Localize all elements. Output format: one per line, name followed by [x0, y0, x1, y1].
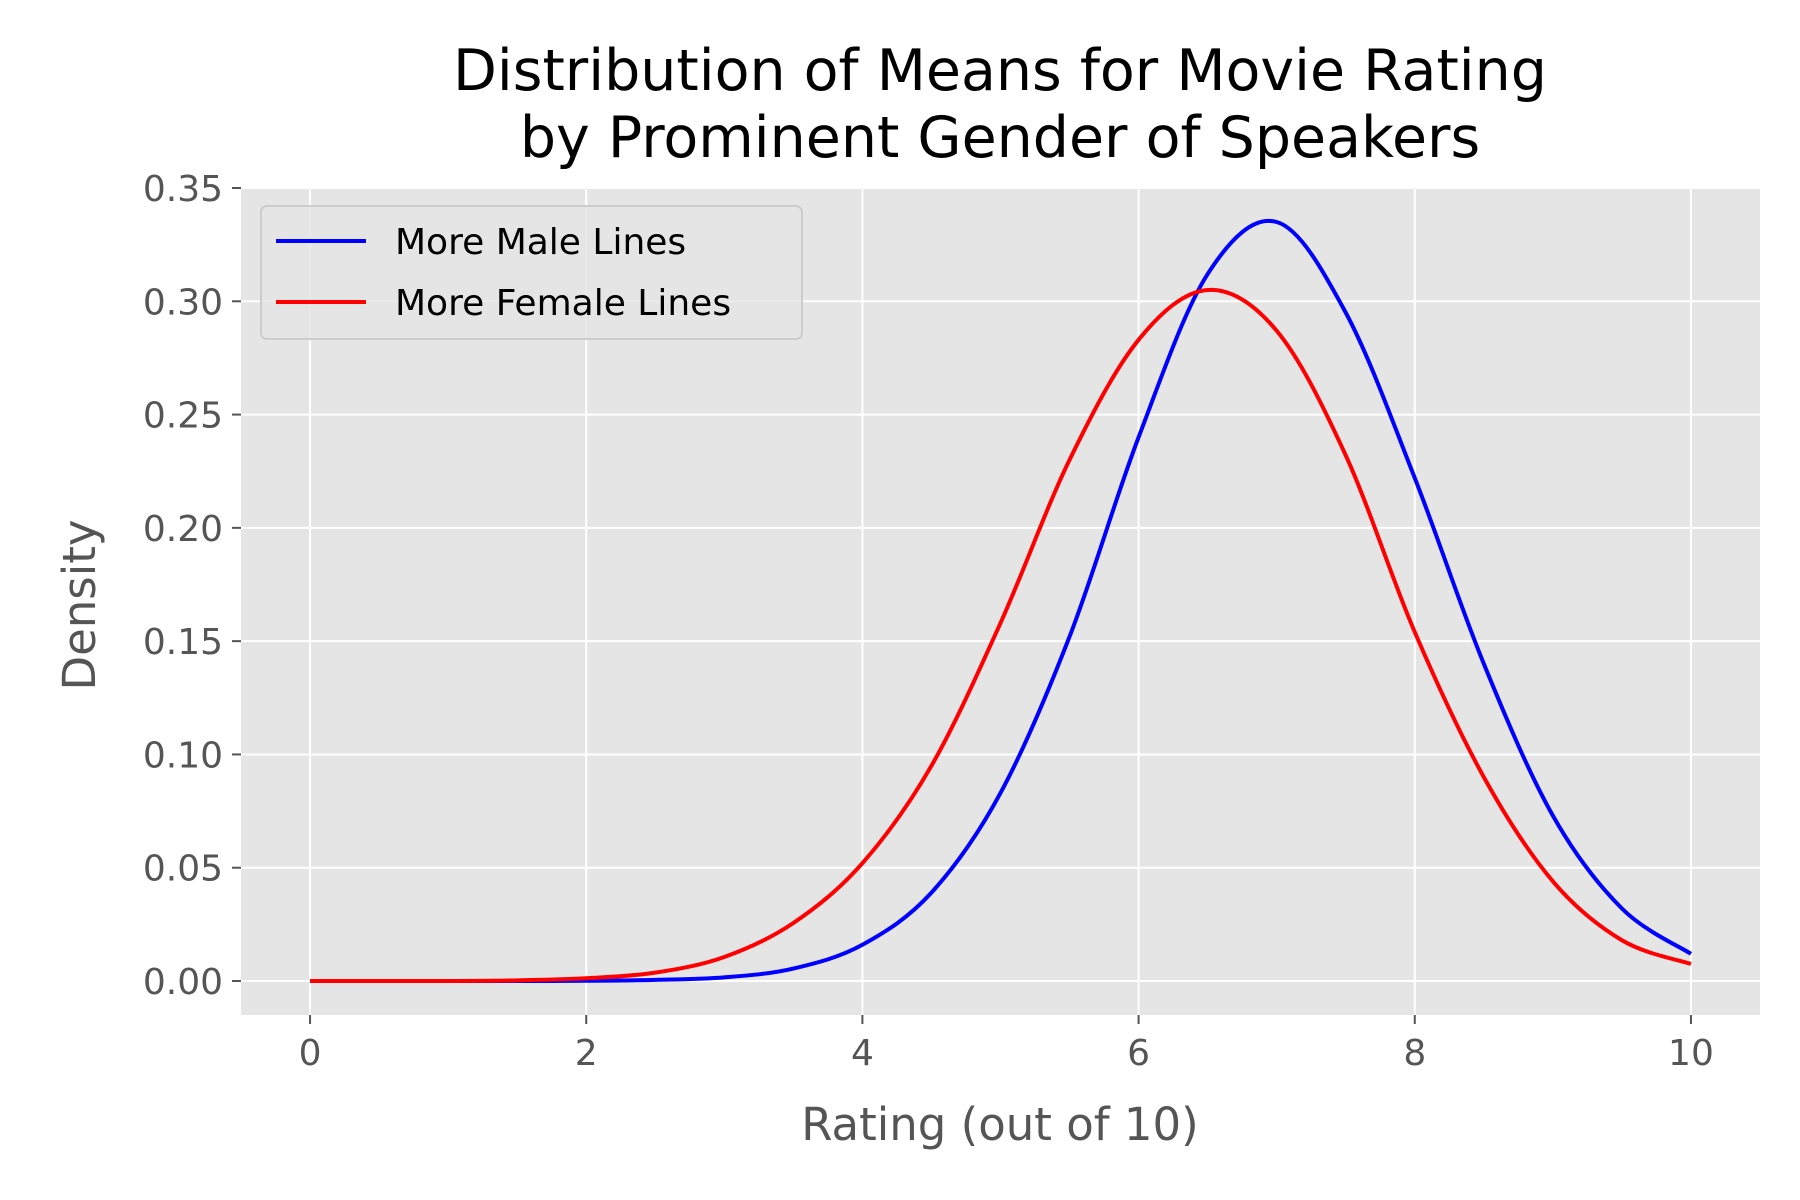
legend-box [260, 205, 803, 340]
chart-title-line-1: Distribution of Means for Movie Rating [453, 38, 1547, 104]
x-axis-label: Rating (out of 10) [801, 1098, 1198, 1151]
x-tick-label: 0 [299, 1033, 322, 1074]
x-tick-label: 8 [1403, 1033, 1426, 1074]
legend-entry-label: More Male Lines [395, 222, 686, 263]
x-tick-label: 6 [1127, 1033, 1150, 1074]
y-tick-label: 0.00 [143, 962, 223, 1003]
legend-entry-label: More Female Lines [395, 283, 731, 324]
x-tick-label: 4 [851, 1033, 874, 1074]
legend: More Male Lines More Female Lines [260, 205, 803, 340]
y-tick-label: 0.10 [143, 735, 223, 776]
chart-title-line-2: by Prominent Gender of Speakers [520, 105, 1480, 171]
y-axis-label: Density [53, 519, 106, 690]
y-tick-label: 0.30 [143, 282, 223, 323]
series-line-more-female-lines [310, 287, 1692, 984]
y-tick-label: 0.35 [143, 169, 223, 210]
y-tick-label: 0.20 [143, 509, 223, 550]
x-tick-label: 10 [1668, 1033, 1714, 1074]
x-tick-label: 2 [575, 1033, 598, 1074]
y-tick-label: 0.25 [143, 396, 223, 437]
y-tick-label: 0.15 [143, 622, 223, 663]
y-tick-label: 0.05 [143, 849, 223, 890]
series-line-more-male-lines [310, 218, 1693, 984]
